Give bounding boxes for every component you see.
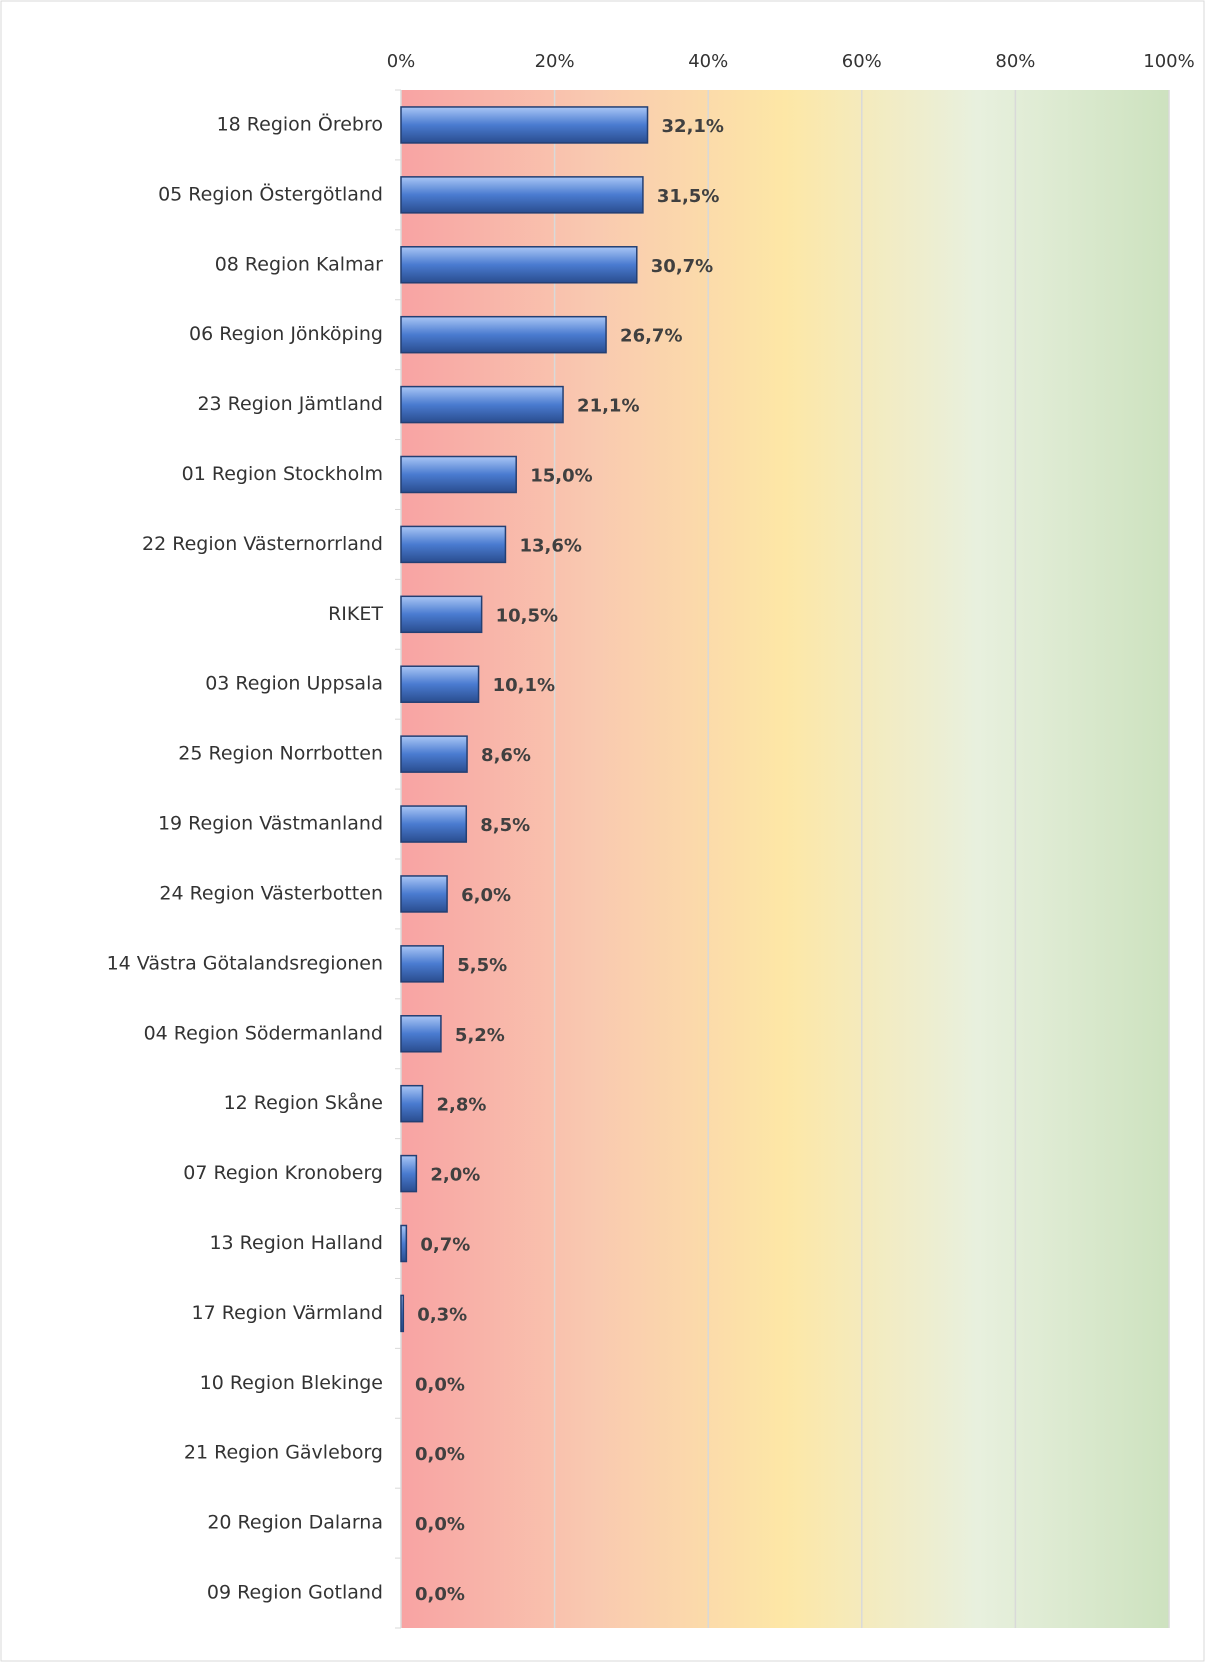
value-label: 0,0% xyxy=(415,1374,465,1395)
y-tick-label: 17 Region Värmland xyxy=(192,1302,383,1324)
y-tick-label: 07 Region Kronoberg xyxy=(183,1162,383,1184)
value-label: 2,8% xyxy=(437,1095,487,1116)
bar xyxy=(400,735,468,773)
y-tick-label: 01 Region Stockholm xyxy=(182,463,383,485)
y-tick-label: 10 Region Blekinge xyxy=(200,1372,383,1394)
y-tick-label: 12 Region Skåne xyxy=(224,1091,383,1114)
value-label: 2,0% xyxy=(430,1165,480,1186)
value-label: 26,7% xyxy=(620,326,682,347)
bar xyxy=(400,455,517,494)
value-label: 10,5% xyxy=(496,605,558,626)
y-tick-label: 14 Västra Götalandsregionen xyxy=(107,952,383,974)
bar xyxy=(400,945,444,983)
value-label: 8,5% xyxy=(480,815,530,836)
value-label: 5,5% xyxy=(457,955,507,976)
y-tick-label: 24 Region Västerbotten xyxy=(159,882,383,904)
bar xyxy=(400,1084,424,1123)
bar xyxy=(400,106,649,144)
x-tick-label: 60% xyxy=(842,51,882,72)
bar xyxy=(400,1294,405,1333)
y-tick-label: 23 Region Jämtland xyxy=(197,393,383,415)
y-tick-label: 05 Region Östergötland xyxy=(158,182,383,205)
y-tick-label: 08 Region Kalmar xyxy=(215,253,383,275)
value-label: 5,2% xyxy=(455,1025,505,1046)
bar xyxy=(400,595,483,634)
y-tick-label: 09 Region Gotland xyxy=(207,1582,383,1604)
bar xyxy=(400,176,644,214)
value-label: 21,1% xyxy=(577,396,639,417)
value-label: 13,6% xyxy=(519,535,581,556)
y-tick-label: 06 Region Jönköping xyxy=(189,323,383,345)
value-label: 6,0% xyxy=(461,885,511,906)
value-label: 0,0% xyxy=(415,1444,465,1465)
bar xyxy=(400,525,507,564)
bar xyxy=(400,665,480,703)
y-tick-label: 22 Region Västernorrland xyxy=(142,533,383,555)
y-tick-label: 18 Region Örebro xyxy=(217,112,383,135)
value-label: 0,0% xyxy=(415,1514,465,1535)
bar xyxy=(400,1015,442,1053)
bar xyxy=(400,1224,408,1263)
value-label: 31,5% xyxy=(657,186,719,207)
y-tick-label: 04 Region Södermanland xyxy=(144,1022,383,1044)
value-label: 0,0% xyxy=(415,1584,465,1605)
value-label: 8,6% xyxy=(481,745,531,766)
x-tick-label: 20% xyxy=(535,51,575,72)
value-label: 32,1% xyxy=(662,116,724,137)
x-tick-label: 80% xyxy=(995,51,1035,72)
y-tick-label: 13 Region Halland xyxy=(209,1232,383,1254)
bar xyxy=(400,315,607,354)
value-label: 30,7% xyxy=(651,256,713,277)
bar xyxy=(400,385,564,424)
bar xyxy=(400,1154,418,1193)
y-tick-label: RIKET xyxy=(328,603,383,625)
value-label: 15,0% xyxy=(530,466,592,487)
x-tick-label: 100% xyxy=(1143,51,1194,72)
y-tick-label: 20 Region Dalarna xyxy=(207,1512,383,1534)
x-tick-label: 0% xyxy=(387,51,416,72)
y-tick-label: 03 Region Uppsala xyxy=(205,673,383,695)
x-tick-label: 40% xyxy=(688,51,728,72)
bar xyxy=(400,246,638,284)
value-label: 0,7% xyxy=(420,1235,470,1256)
bar xyxy=(400,805,468,843)
y-tick-label: 25 Region Norrbotten xyxy=(178,743,383,765)
y-tick-label: 19 Region Västmanland xyxy=(158,813,383,835)
value-label: 0,3% xyxy=(417,1304,467,1325)
y-tick-label: 21 Region Gävleborg xyxy=(184,1442,383,1464)
bar xyxy=(400,875,448,913)
value-label: 10,1% xyxy=(493,675,555,696)
